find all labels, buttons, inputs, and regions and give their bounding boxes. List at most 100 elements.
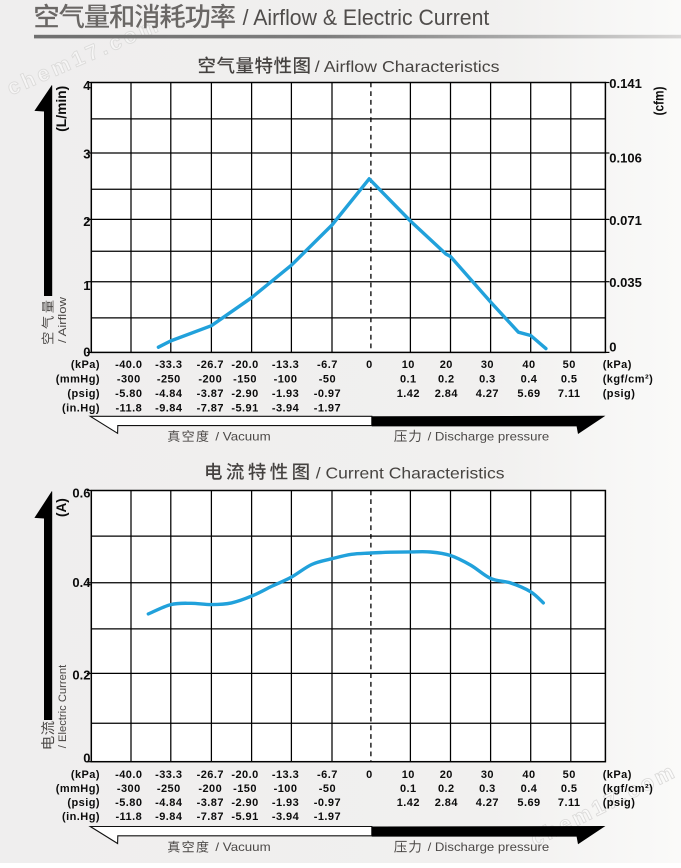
svg-text:50: 50 bbox=[563, 359, 576, 371]
svg-text:0.4: 0.4 bbox=[521, 783, 538, 795]
svg-text:1.42: 1.42 bbox=[397, 388, 420, 400]
svg-text:-1.93: -1.93 bbox=[272, 797, 299, 809]
svg-text:(A): (A) bbox=[54, 498, 69, 517]
svg-text:/ Airflow: / Airflow bbox=[57, 297, 69, 343]
svg-text:2.84: 2.84 bbox=[435, 388, 459, 400]
svg-text:/ Discharge pressure: / Discharge pressure bbox=[428, 840, 550, 854]
svg-text:-3.94: -3.94 bbox=[272, 811, 300, 823]
svg-text:-100: -100 bbox=[274, 373, 298, 385]
svg-text:0.2: 0.2 bbox=[438, 373, 455, 385]
svg-text:40: 40 bbox=[522, 359, 535, 371]
svg-text:20: 20 bbox=[440, 359, 453, 371]
svg-text:0.1: 0.1 bbox=[400, 783, 417, 795]
svg-text:-1.97: -1.97 bbox=[314, 402, 341, 414]
svg-text:50: 50 bbox=[563, 769, 576, 781]
svg-text:-4.84: -4.84 bbox=[155, 797, 183, 809]
svg-text:-26.7: -26.7 bbox=[197, 359, 224, 371]
svg-text:/ Airflow Characteristics: / Airflow Characteristics bbox=[315, 59, 500, 76]
svg-text:(L/min): (L/min) bbox=[53, 86, 69, 132]
svg-text:(mmHg): (mmHg) bbox=[56, 783, 100, 795]
svg-text:/ Current Characteristics: / Current Characteristics bbox=[316, 465, 505, 482]
svg-text:-50: -50 bbox=[319, 373, 336, 385]
svg-text:-40.0: -40.0 bbox=[115, 359, 142, 371]
svg-text:-20.0: -20.0 bbox=[231, 769, 258, 781]
svg-text:(kgf/cm²): (kgf/cm²) bbox=[603, 373, 654, 385]
svg-text:0.3: 0.3 bbox=[479, 373, 496, 385]
svg-text:-33.3: -33.3 bbox=[155, 359, 182, 371]
svg-text:-9.84: -9.84 bbox=[155, 402, 183, 414]
svg-text:0: 0 bbox=[83, 345, 90, 360]
svg-text:0.5: 0.5 bbox=[561, 783, 578, 795]
svg-text:-1.93: -1.93 bbox=[272, 388, 299, 400]
svg-text:-11.8: -11.8 bbox=[115, 402, 142, 414]
svg-text:5.69: 5.69 bbox=[517, 797, 540, 809]
svg-text:0.1: 0.1 bbox=[400, 373, 417, 385]
svg-text:/ Electric Current: / Electric Current bbox=[57, 665, 69, 748]
svg-text:40: 40 bbox=[522, 769, 535, 781]
svg-text:(kPa): (kPa) bbox=[603, 359, 632, 371]
svg-text:-3.87: -3.87 bbox=[197, 388, 224, 400]
svg-text:-33.3: -33.3 bbox=[155, 769, 182, 781]
svg-text:-0.97: -0.97 bbox=[314, 388, 341, 400]
svg-text:-0.97: -0.97 bbox=[314, 797, 341, 809]
svg-text:-5.91: -5.91 bbox=[231, 811, 258, 823]
svg-text:/ Discharge pressure: / Discharge pressure bbox=[428, 430, 550, 444]
svg-text:-7.87: -7.87 bbox=[197, 402, 224, 414]
svg-text:0: 0 bbox=[366, 359, 373, 371]
svg-text:0.5: 0.5 bbox=[561, 373, 578, 385]
svg-text:-3.94: -3.94 bbox=[272, 402, 300, 414]
svg-text:4.27: 4.27 bbox=[476, 388, 499, 400]
svg-text:(in.Hg): (in.Hg) bbox=[62, 811, 100, 823]
svg-text:0.106: 0.106 bbox=[609, 151, 642, 166]
svg-text:0.6: 0.6 bbox=[72, 486, 90, 501]
svg-text:7.11: 7.11 bbox=[558, 388, 581, 400]
svg-text:0: 0 bbox=[366, 769, 373, 781]
svg-text:(psig): (psig) bbox=[603, 388, 636, 400]
svg-text:-7.87: -7.87 bbox=[197, 811, 224, 823]
svg-text:0.4: 0.4 bbox=[72, 575, 91, 590]
svg-text:-40.0: -40.0 bbox=[115, 769, 142, 781]
svg-text:0.3: 0.3 bbox=[479, 783, 496, 795]
svg-text:4: 4 bbox=[83, 78, 91, 93]
svg-text:1.42: 1.42 bbox=[397, 797, 420, 809]
svg-text:(cfm): (cfm) bbox=[652, 87, 667, 116]
svg-text:(mmHg): (mmHg) bbox=[56, 373, 100, 385]
svg-text:-250: -250 bbox=[157, 373, 181, 385]
svg-text:-6.7: -6.7 bbox=[317, 769, 338, 781]
svg-text:4.27: 4.27 bbox=[476, 797, 499, 809]
svg-text:0.071: 0.071 bbox=[609, 213, 642, 228]
svg-text:-300: -300 bbox=[117, 373, 141, 385]
svg-text:(kPa): (kPa) bbox=[71, 359, 100, 371]
svg-text:-26.7: -26.7 bbox=[197, 769, 224, 781]
svg-text:3: 3 bbox=[83, 147, 90, 162]
svg-text:-1.97: -1.97 bbox=[314, 811, 341, 823]
svg-text:-6.7: -6.7 bbox=[317, 359, 338, 371]
svg-text:(psig): (psig) bbox=[67, 388, 100, 400]
svg-text:-2.90: -2.90 bbox=[231, 388, 258, 400]
svg-text:-2.90: -2.90 bbox=[231, 797, 258, 809]
svg-text:(psig): (psig) bbox=[603, 797, 636, 809]
svg-text:/ Vacuum: / Vacuum bbox=[215, 840, 270, 854]
svg-text:-13.3: -13.3 bbox=[272, 359, 299, 371]
svg-text:-100: -100 bbox=[274, 783, 298, 795]
svg-text:0.035: 0.035 bbox=[609, 275, 642, 290]
svg-text:-9.84: -9.84 bbox=[155, 811, 183, 823]
svg-text:-300: -300 bbox=[117, 783, 141, 795]
svg-text:7.11: 7.11 bbox=[558, 797, 581, 809]
svg-text:0.2: 0.2 bbox=[438, 783, 455, 795]
svg-text:(psig): (psig) bbox=[67, 797, 100, 809]
svg-text:-150: -150 bbox=[233, 783, 257, 795]
svg-text:-50: -50 bbox=[319, 783, 336, 795]
svg-text:-5.80: -5.80 bbox=[115, 388, 142, 400]
svg-text:-5.91: -5.91 bbox=[231, 402, 258, 414]
svg-text:2: 2 bbox=[83, 214, 90, 229]
svg-text:(kgf/cm²): (kgf/cm²) bbox=[603, 783, 654, 795]
svg-text:0.4: 0.4 bbox=[521, 373, 538, 385]
svg-text:0: 0 bbox=[609, 340, 616, 355]
svg-text:(in.Hg): (in.Hg) bbox=[62, 402, 100, 414]
svg-text:-11.8: -11.8 bbox=[115, 811, 142, 823]
svg-text:0.141: 0.141 bbox=[609, 76, 642, 91]
svg-text:/ Airflow & Electric Current: / Airflow & Electric Current bbox=[243, 5, 490, 30]
svg-text:-3.87: -3.87 bbox=[197, 797, 224, 809]
svg-text:5.69: 5.69 bbox=[517, 388, 540, 400]
